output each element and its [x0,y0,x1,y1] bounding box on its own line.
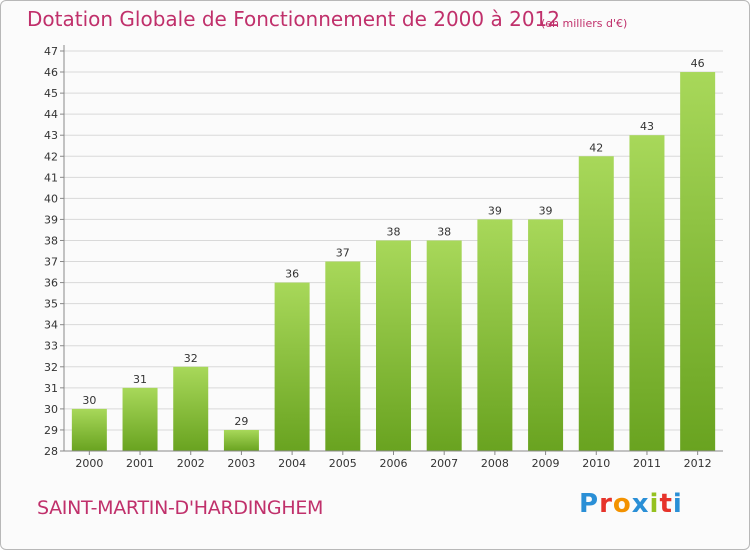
bar-2000 [71,408,107,451]
x-tick-label: 2006 [380,457,408,470]
data-label-2002: 32 [184,352,198,365]
x-tick-label: 2011 [633,457,661,470]
commune-name: SAINT-MARTIN-D'HARDINGHEM [37,497,324,519]
axes [63,45,723,452]
y-tick-label: 45 [44,87,58,100]
y-tick-label: 41 [44,171,58,184]
x-tick-label: 2004 [278,457,306,470]
x-tick-label: 2005 [329,457,357,470]
bar-2007 [426,240,462,451]
data-labels: 30 31 32 29 36 37 38 38 39 39 42 43 46 [82,57,704,428]
data-label-2008: 39 [488,204,502,217]
logo-letter: t [659,489,673,519]
chart-title: Dotation Globale de Fonctionnement de 20… [27,7,560,31]
logo-letter: o [612,489,632,519]
x-tick-label: 2007 [430,457,458,470]
logo-letter: r [599,489,613,519]
bar-2002 [173,366,209,451]
x-axis-ticks: 2000 2001 2002 2003 2004 2005 2006 2007 2008 2009… [75,451,712,470]
y-tick-label: 38 [44,234,58,247]
chart-subtitle: (en milliers d'€) [541,17,628,30]
x-tick-label: 2008 [481,457,509,470]
bar-2012 [680,72,716,451]
data-label-2003: 29 [234,415,248,428]
proxiti-logo: Proxiti [579,489,683,519]
y-tick-label: 35 [44,298,58,311]
bar-2010 [578,156,614,451]
y-tick-label: 32 [44,361,58,374]
bar-2004 [274,282,310,451]
data-label-2009: 39 [539,204,553,217]
x-tick-label: 2003 [227,457,255,470]
data-label-2007: 38 [437,225,451,238]
logo-letter: i [649,489,660,519]
y-tick-label: 34 [44,319,58,332]
y-tick-label: 47 [44,45,58,58]
x-tick-label: 2002 [177,457,205,470]
data-label-2006: 38 [387,225,401,238]
bar-2011 [629,135,665,452]
logo-letter: x [631,489,650,519]
x-tick-label: 2009 [532,457,560,470]
y-tick-label: 33 [44,340,58,353]
bars [71,72,716,452]
data-label-2004: 36 [285,268,299,281]
y-tick-label: 46 [44,66,58,79]
bar-2008 [477,219,513,451]
bar-2006 [376,240,411,451]
y-tick-label: 44 [44,108,58,121]
x-tick-label: 2012 [684,457,712,470]
y-tick-label: 39 [44,213,58,226]
x-tick-label: 2010 [582,457,610,470]
y-tick-label: 40 [44,192,58,205]
data-label-2001: 31 [133,373,147,386]
data-label-2005: 37 [336,247,350,260]
data-label-2011: 43 [640,120,654,133]
y-tick-label: 43 [44,129,58,142]
y-tick-label: 28 [44,445,58,458]
logo-letter: i [672,489,683,519]
bar-2005 [325,261,361,451]
data-label-2000: 30 [82,394,96,407]
bar-2001 [122,387,158,451]
bar-2003 [223,429,259,451]
data-label-2012: 46 [691,57,705,70]
x-tick-label: 2001 [126,457,154,470]
y-tick-label: 30 [44,403,58,416]
data-label-2010: 42 [589,141,603,154]
x-tick-label: 2000 [75,457,103,470]
y-tick-label: 29 [44,424,58,437]
y-tick-label: 36 [44,277,58,290]
y-tick-label: 37 [44,256,58,269]
y-axis-ticks: 28 29 30 31 32 33 34 35 36 37 38 39 40 41 42 43 44 45 46 47 [44,45,64,458]
bar-2009 [528,219,564,451]
y-tick-label: 42 [44,150,58,163]
y-tick-label: 31 [44,382,58,395]
logo-letter: P [579,489,600,519]
